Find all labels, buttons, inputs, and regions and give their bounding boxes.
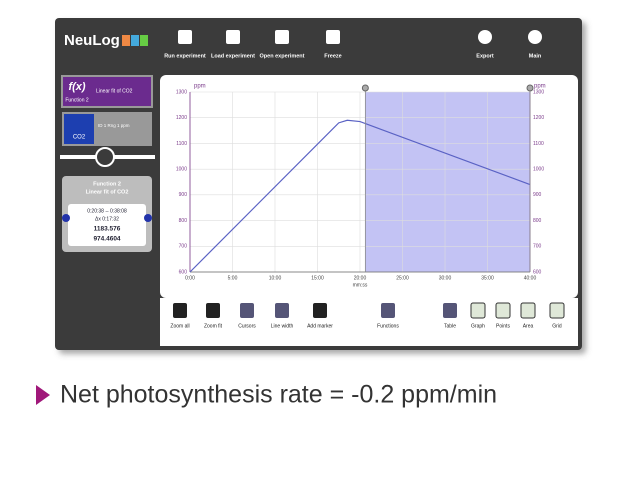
tool-icon[interactable] [520,302,536,319]
y2-tick-label: 700 [533,244,542,250]
y-label: ppm [194,84,206,90]
logo: NeuLog [64,32,120,49]
x-tick-label: 20:00 [354,275,367,281]
y2-tick-label: 1200 [533,115,544,121]
y2-tick-label: 1000 [533,166,544,172]
toolbar-icon [226,30,240,44]
toolbar-label: Export [476,53,494,59]
module-title: CO2 [73,135,86,141]
toolbar-label: Freeze [324,53,341,59]
toolbar-icon [528,30,542,44]
toolbar-label: Run experiment [164,53,206,59]
y-tick-label: 1300 [176,89,187,95]
x-tick-label: 25:00 [396,275,409,281]
y-tick-label: 700 [179,244,188,250]
module-title: f(x) [68,81,85,93]
cursor-handle[interactable] [361,84,369,92]
toolbar-icon [178,30,192,44]
y2-tick-label: 1100 [533,141,544,147]
tool-icon[interactable] [240,303,254,318]
x-tick-label: 15:00 [311,275,324,281]
tool-label: Grid [552,323,562,329]
y-tick-label: 1200 [176,115,187,121]
next-button[interactable] [144,214,152,222]
tool-label: Graph [471,323,485,329]
toolbar-icon [326,30,340,44]
module-name: Function 2 [65,97,89,103]
toolbar-icon [478,30,492,44]
logo-block [131,35,139,46]
x-label: mm:ss [353,282,368,288]
module-function[interactable] [61,75,153,108]
info-subtitle: Linear fit of CO2 [86,189,129,195]
module-desc: Linear fit of CO2 [96,88,133,94]
tool-label: Cursors [238,323,256,329]
toolbar-label: Open experiment [260,53,305,59]
tool-icon[interactable] [313,303,327,318]
info-text: 1183.576 [94,226,121,233]
module-sensor [64,114,94,144]
x-tick-label: 40:00 [524,275,537,281]
tool-bar [160,298,578,346]
tool-icon[interactable] [549,302,565,319]
y-tick-label: 800 [179,218,188,224]
x-tick-label: 30:00 [439,275,452,281]
y2-label: ppm [534,84,546,90]
y2-tick-label: 900 [533,192,542,198]
bullet [36,385,50,405]
tool-label: Zoom all [170,323,189,329]
info-box [68,204,146,246]
y-tick-label: 900 [179,192,188,198]
toolbar-icon [275,30,289,44]
y-tick-label: 1000 [176,166,187,172]
y-tick-label: 1100 [176,141,187,147]
tool-label: Area [523,323,534,329]
y2-tick-label: 800 [533,218,542,224]
info-title: Function 2 [93,181,121,187]
prev-button[interactable] [62,214,70,222]
info-text: 974.4604 [93,236,120,243]
tool-label: Line width [271,323,294,329]
caption: Net photosynthesis rate = -0.2 ppm/min [60,381,497,409]
tool-icon[interactable] [381,303,395,318]
toolbar-label: Load experiment [211,53,255,59]
x-tick-label: 0:00 [185,275,195,281]
tool-icon[interactable] [443,303,457,318]
x-tick-label: 5:00 [228,275,238,281]
x-tick-label: 10:00 [269,275,282,281]
selection [365,92,530,272]
tool-icon[interactable] [470,302,486,319]
tool-label: Zoom fit [204,323,223,329]
cursor-handle[interactable] [526,84,534,92]
tool-icon[interactable] [173,303,187,318]
toolbar-label: Main [529,53,542,59]
y2-tick-label: 600 [533,269,542,275]
tool-label: Add marker [307,323,333,329]
module-desc: ID 1 Rng 1 ppm [98,123,130,128]
logo-block [140,35,148,46]
info-text: Δx 0:17:32 [95,216,119,222]
tool-icon[interactable] [275,303,289,318]
tool-label: Points [496,323,510,329]
tool-label: Functions [377,323,399,329]
tool-icon[interactable] [495,302,511,319]
y2-tick-label: 1300 [533,89,544,95]
data-line [189,119,531,273]
tool-icon[interactable] [206,303,220,318]
logo-block [122,35,130,46]
y-tick-label: 600 [179,269,188,275]
info-text: 0:20:38 -- 0:38:08 [87,208,127,214]
x-tick-label: 35:00 [481,275,494,281]
swap-button[interactable] [95,147,115,167]
tool-label: Table [444,323,456,329]
